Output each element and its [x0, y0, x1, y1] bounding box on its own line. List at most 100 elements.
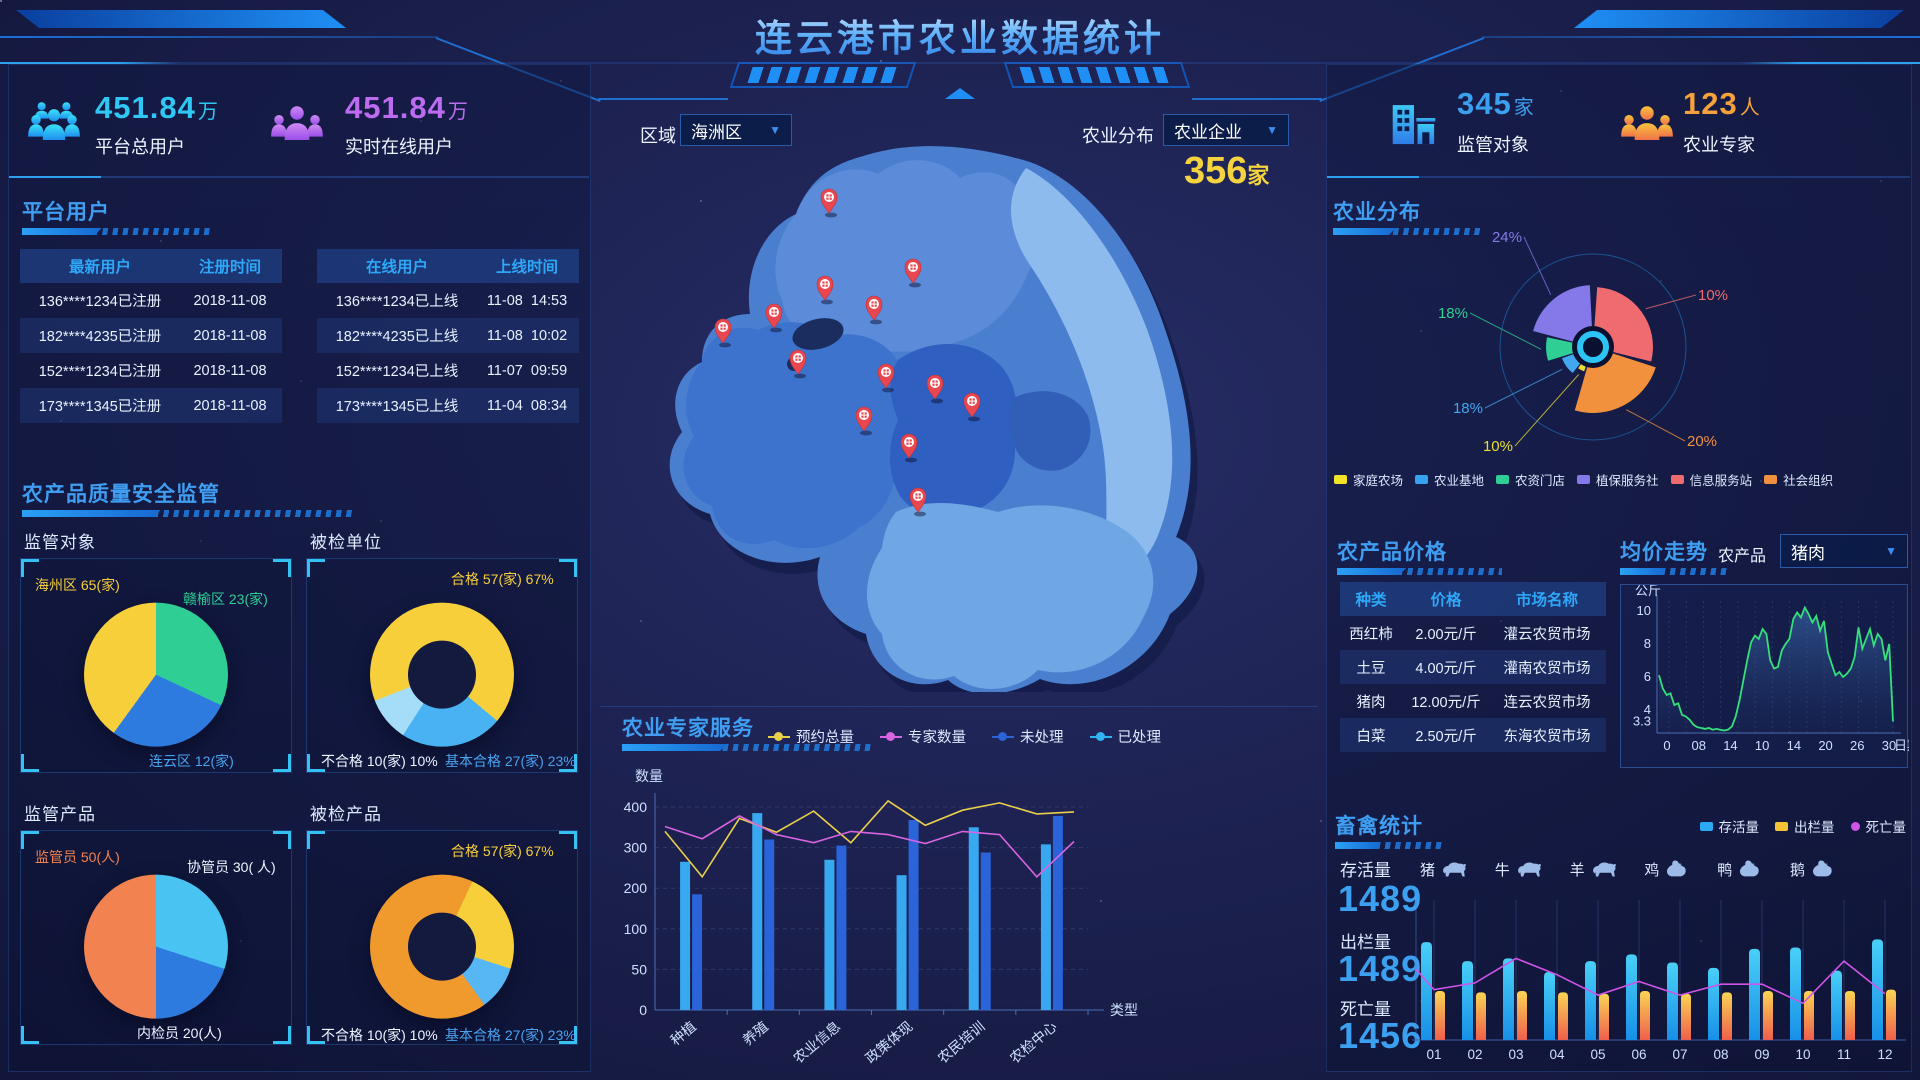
pie-title-supervision-objects: 监管对象 [24, 533, 96, 552]
animal-tab-羊[interactable]: 羊 [1570, 857, 1620, 881]
region-select[interactable]: 海洲区 ▼ [680, 114, 792, 146]
section-title-livestock: 畜禽统计 [1335, 815, 1423, 838]
pie-label: 连云区 12(家) [149, 753, 234, 769]
animal-tab-鸡[interactable]: 鸡 [1644, 857, 1692, 881]
rose-slice-农资门店[interactable] [1546, 337, 1593, 361]
svg-text:05: 05 [1590, 1047, 1605, 1062]
legend-item[interactable]: 存活量 [1699, 816, 1759, 836]
animal-tab-牛[interactable]: 牛 [1495, 857, 1545, 881]
table-row: 182****4235已上线 11-08 10:02 [317, 318, 579, 353]
product-select[interactable]: 猪肉 ▼ [1780, 534, 1908, 568]
distribution-select[interactable]: 农业企业 ▼ [1163, 114, 1289, 146]
table-cell: 11-04 08:34 [486, 397, 568, 414]
supervised-count-stat: 345 家 [1457, 86, 1535, 122]
chevron-down-icon: ▼ [1885, 544, 1897, 558]
legend-item[interactable]: 已处理 [1089, 726, 1161, 747]
title-ornament-dashes-left [747, 67, 901, 83]
bar-pending [764, 839, 775, 1010]
section-underline [1335, 842, 1445, 849]
map-pin[interactable] [765, 303, 783, 333]
map-pin[interactable] [855, 406, 873, 436]
legend-item[interactable]: 专家数量 [880, 726, 966, 747]
legend-item[interactable]: 农业基地 [1415, 470, 1484, 489]
svg-text:09: 09 [1754, 1047, 1769, 1062]
pie-label: 不合格 10(家) 10% [321, 753, 438, 769]
animal-tab-鹅[interactable]: 鹅 [1790, 857, 1838, 881]
map-pin[interactable] [963, 392, 981, 422]
map-pin[interactable] [877, 363, 895, 393]
svg-text:农民培训: 农民培训 [934, 1018, 987, 1066]
map-pin[interactable] [816, 275, 834, 305]
svg-text:4: 4 [1644, 702, 1651, 717]
title-ornament [710, 58, 1210, 99]
map-pin[interactable] [926, 374, 944, 404]
rose-slice-植保服务社[interactable] [1533, 285, 1593, 347]
bar-pending [980, 852, 991, 1010]
legend-item[interactable]: 社会组织 [1764, 470, 1833, 489]
svg-text:养殖: 养殖 [739, 1018, 771, 1048]
section-underline [1333, 228, 1483, 235]
animal-tab-猪[interactable]: 猪 [1420, 857, 1470, 881]
legend-label: 植保服务社 [1596, 474, 1659, 488]
table-cell: 灌云农贸市场 [1503, 626, 1591, 643]
product-label: 农产品 [1718, 548, 1767, 565]
distribution-label: 农业分布 [1082, 126, 1154, 146]
pie-label: 内检员 20(人) [137, 1025, 222, 1041]
page-title: 连云港市农业数据统计 [0, 8, 1920, 62]
header-decoration-right [1574, 10, 1904, 28]
pie-title-inspected-units: 被检单位 [310, 533, 382, 552]
slaughter-label: 出栏量 [1340, 933, 1391, 952]
legend-item[interactable]: 家庭农场 [1334, 470, 1403, 489]
table-cell: 白菜 [1356, 728, 1386, 745]
animal-tab-label: 猪 [1420, 861, 1436, 879]
legend-item[interactable]: 信息服务站 [1670, 470, 1752, 489]
map-pin[interactable] [909, 487, 927, 517]
section-underline [22, 510, 352, 517]
bar-done [824, 859, 835, 1010]
legend-item[interactable]: 死亡量 [1850, 816, 1906, 836]
legend-item[interactable]: 植保服务社 [1577, 470, 1659, 489]
survive-label: 存活量 [1340, 861, 1391, 880]
rose-pct-label: 10% [1483, 438, 1513, 455]
donut-hole [408, 640, 476, 709]
bar-slaughter [1640, 991, 1650, 1040]
distribution-rose-chart: 24% 10% 20% 10% 18% 18% [1438, 229, 1728, 455]
section-underline [22, 228, 212, 235]
animal-tab-label: 鹅 [1789, 861, 1805, 879]
bar-done [896, 875, 907, 1010]
map-pin[interactable] [904, 258, 922, 288]
col-register-time: 注册时间 [198, 259, 261, 276]
death-value: 1456 [1338, 1015, 1423, 1056]
supervised-count-unit: 家 [1513, 97, 1535, 119]
animal-icon [1740, 860, 1759, 877]
table-cell: 4.00元/斤 [1415, 660, 1477, 677]
table-cell: 152****1234已上线 [335, 364, 459, 380]
svg-text:3.3: 3.3 [1633, 713, 1651, 728]
svg-text:10: 10 [1637, 603, 1651, 618]
title-ornament-dashes-right [1019, 67, 1173, 83]
livestock-chart: 01 02 03 04 05 06 07 08 09 10 11 12 [1412, 900, 1906, 1062]
map-pin[interactable] [865, 295, 883, 325]
map-pin[interactable] [714, 318, 732, 348]
region-label: 区域 [640, 126, 676, 146]
legend-swatch [1415, 475, 1429, 484]
donut-hole [408, 912, 476, 981]
svg-text:07: 07 [1672, 1047, 1687, 1062]
online-users-table: 在线用户 上线时间 136****1234已上线 11-08 14:53 182**… [317, 249, 579, 423]
legend-item[interactable]: 未处理 [992, 726, 1064, 747]
map-pin[interactable] [900, 433, 918, 463]
table-header: 最新用户 注册时间 [20, 249, 282, 283]
legend-item[interactable]: 农资门店 [1496, 470, 1565, 489]
map-pin[interactable] [789, 349, 807, 379]
table-body: 136****1234已注册 2018-11-08 182****4235已注册 20… [20, 283, 282, 423]
bar-pending [1052, 815, 1063, 1010]
rose-pct-label: 10% [1698, 287, 1728, 304]
expert-chart-legend: 预约总量 专家数量 未处理 已处理 [768, 726, 1161, 747]
map-pin[interactable] [820, 188, 838, 218]
legend-item[interactable]: 出栏量 [1775, 816, 1835, 836]
animal-tab-鸭[interactable]: 鸭 [1717, 857, 1765, 881]
line-预约总量 [664, 799, 1075, 879]
table-cell: 2.50元/斤 [1415, 728, 1477, 745]
legend-item[interactable]: 预约总量 [768, 726, 854, 747]
